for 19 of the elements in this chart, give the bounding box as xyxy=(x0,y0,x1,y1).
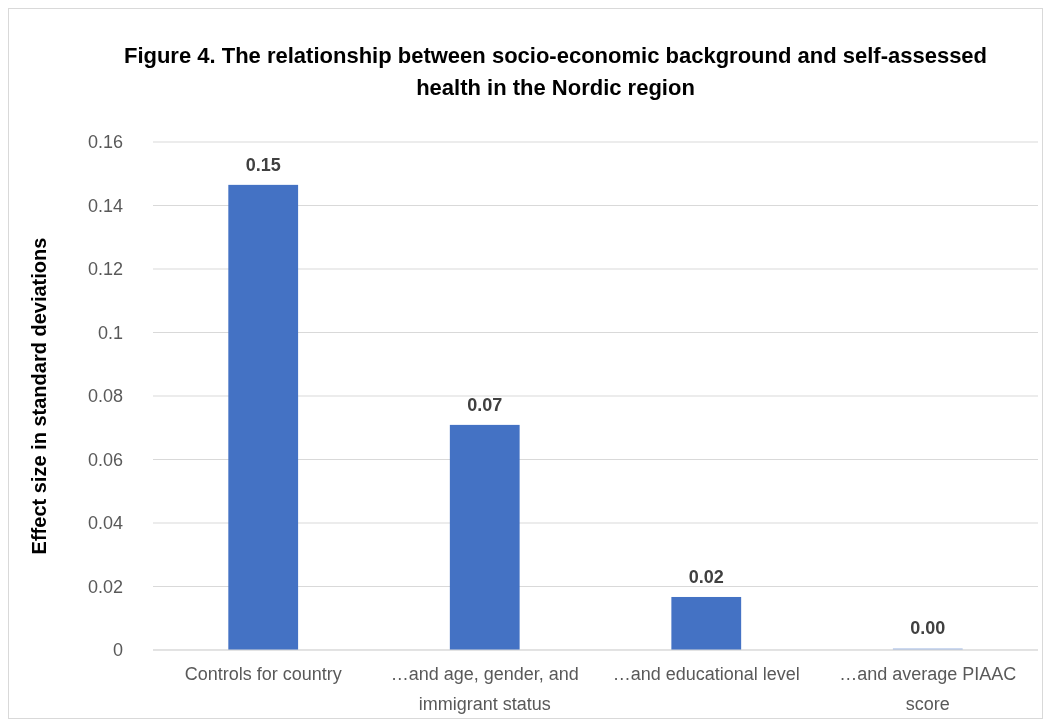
y-tick-label: 0.1 xyxy=(97,322,123,343)
data-label: 0.15 xyxy=(245,154,281,175)
data-label: 0.00 xyxy=(910,618,946,639)
y-tick-label: 0 xyxy=(112,640,123,661)
y-axis-title: Effect size in standard deviations xyxy=(28,237,50,555)
x-tick-label: …and educational level xyxy=(612,664,800,684)
data-label: 0.02 xyxy=(688,566,724,587)
y-tick-label: 0.04 xyxy=(87,513,123,534)
y-tick-label: 0.02 xyxy=(87,576,123,597)
x-tick-label: …and age, gender, and immigrant status xyxy=(390,664,579,714)
y-tick-label: 0.14 xyxy=(87,195,123,216)
y-tick-label: 0.08 xyxy=(87,386,123,407)
y-tick-label: 0.16 xyxy=(87,132,123,153)
y-tick-label: 0.06 xyxy=(87,449,123,470)
y-tick-label: 0.12 xyxy=(87,259,123,280)
x-tick-label: …and average PIAAC score xyxy=(839,664,1017,714)
data-label: 0.07 xyxy=(467,394,503,415)
x-tick-label: Controls for country xyxy=(184,664,342,684)
chart-title: Figure 4. The relationship between socio-economic background and self-assessed health in the Nordic region xyxy=(123,43,988,100)
